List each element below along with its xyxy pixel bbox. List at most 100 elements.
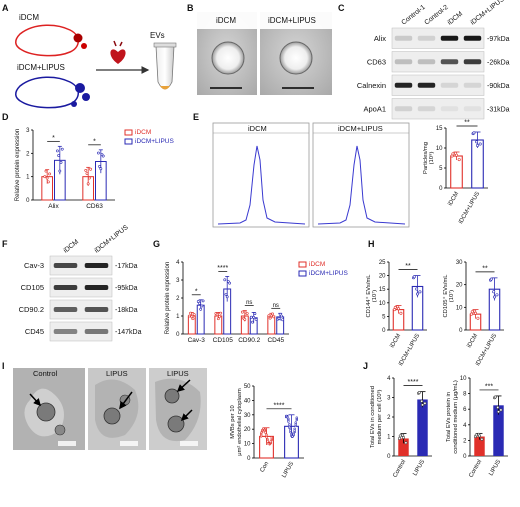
significance-mark: **	[482, 265, 488, 272]
data-point	[268, 316, 272, 320]
trace-title-idcm-lipus: iDCM+LIPUS	[338, 124, 383, 133]
data-point	[191, 317, 195, 321]
chart-g: 0 1 2 3 4 Relative protein expression Cav-3 * CD…	[165, 260, 348, 344]
data-point	[243, 317, 247, 321]
panel-label-b: B	[187, 3, 194, 13]
trace-title-idcm: iDCM	[248, 124, 267, 133]
chart-h1: 0 5 10 15 20 25 CD144⁺ EVs/mL (10⁷) iDCMiDCM+LIP…	[365, 260, 427, 367]
data-point	[489, 277, 493, 281]
y-tick-label: 8	[463, 392, 467, 398]
data-point	[87, 176, 91, 180]
blot-lane-label: iDCM	[446, 10, 464, 26]
x-tick-label: iDCM+LIPUS	[398, 333, 421, 367]
data-point	[474, 433, 478, 437]
y-tick-label: 30	[244, 413, 251, 419]
bar	[417, 399, 428, 456]
legend-swatch	[298, 270, 307, 277]
nta-trace-idcm	[217, 145, 306, 225]
red-vesicle	[73, 33, 83, 43]
x-tick-label: Cav-3	[188, 337, 206, 344]
data-point	[404, 441, 408, 445]
data-point	[272, 315, 276, 319]
y-tick-label: 15	[436, 126, 443, 132]
x-tick-label: LIPUS	[281, 461, 295, 479]
blot-band	[440, 35, 459, 41]
significance-mark: ns	[246, 300, 252, 306]
y-tick-label: 0	[387, 454, 391, 460]
data-point	[89, 167, 92, 171]
x-tick-label: Con	[260, 461, 271, 474]
data-point	[58, 169, 62, 173]
blot-band	[394, 35, 413, 41]
y-tick-label: 10	[436, 146, 443, 152]
x-tick-label: CD45	[267, 337, 284, 344]
y-tick-label: 6	[463, 407, 467, 413]
data-point	[200, 304, 204, 308]
blot-lane-label: Control-2	[423, 4, 450, 27]
blot-band	[53, 285, 78, 290]
data-point	[477, 434, 481, 438]
heart-icon	[110, 49, 126, 64]
data-point	[399, 311, 403, 315]
data-point	[265, 436, 268, 439]
data-point	[423, 401, 427, 405]
data-point	[288, 426, 291, 430]
data-point	[57, 154, 61, 157]
blot-lane-label: iDCM+LIPUS	[93, 224, 130, 255]
data-point	[281, 318, 284, 322]
blot-size-label: -31kDa	[487, 106, 510, 113]
data-point	[396, 307, 400, 311]
y-axis-label: Total EVs in conditioned	[370, 386, 376, 448]
panel-e-traces	[212, 122, 410, 228]
y-tick-label: 3	[176, 278, 180, 284]
significance-mark: ***	[485, 383, 493, 390]
y-tick-label: 2	[26, 151, 30, 157]
y-axis-label: (10⁷)	[371, 290, 378, 302]
y-tick-label: 10	[379, 301, 386, 307]
y-tick-label: 1	[26, 175, 30, 181]
blot-size-label: -18kDa	[115, 307, 138, 314]
blot-band	[463, 35, 482, 41]
panel-label-j: J	[363, 361, 369, 371]
y-tick-label: 2	[387, 415, 391, 421]
x-tick-label: iDCM	[448, 191, 461, 207]
blot-size-label: -90kDa	[487, 83, 510, 90]
panel-label-f: F	[2, 239, 8, 249]
data-point	[397, 436, 401, 440]
data-point	[253, 312, 257, 316]
y-tick-label: 10	[456, 305, 463, 311]
y-tick-label: 40	[244, 398, 251, 404]
y-tick-label: 0	[247, 456, 251, 462]
data-point	[480, 437, 484, 441]
blue-vesicle	[75, 83, 85, 93]
blue-vesicle	[71, 101, 77, 107]
blot-strip	[391, 74, 485, 96]
y-tick-label: 3	[26, 128, 30, 134]
blot-strip	[391, 27, 485, 49]
y-tick-label: 5	[382, 314, 386, 320]
significance-mark: *	[93, 138, 96, 145]
blot-band	[463, 82, 482, 88]
blot-row-label: Calnexin	[357, 81, 386, 90]
data-point	[454, 153, 458, 157]
data-point	[224, 292, 228, 296]
chart-i: 0 10 20 30 40 50 MVBs per 10 μm² endothelial cy…	[230, 384, 304, 479]
blot-band	[394, 59, 413, 65]
y-tick-label: 0	[26, 198, 30, 204]
blot-row-label: CD63	[367, 57, 386, 66]
data-point	[277, 317, 281, 320]
data-point	[285, 414, 288, 418]
x-tick-label: CD63	[86, 203, 103, 210]
y-axis-label: MVBs per 10	[230, 405, 236, 439]
panel-label-d: D	[2, 112, 9, 122]
data-point	[249, 315, 253, 319]
y-tick-label: 15	[379, 287, 386, 293]
idcm-cell-diagram	[15, 24, 87, 57]
data-point	[415, 287, 419, 291]
x-tick-label: Alix	[48, 203, 59, 210]
data-point	[60, 147, 64, 151]
blot-band	[84, 307, 109, 312]
legend-label: iDCM	[309, 261, 325, 268]
